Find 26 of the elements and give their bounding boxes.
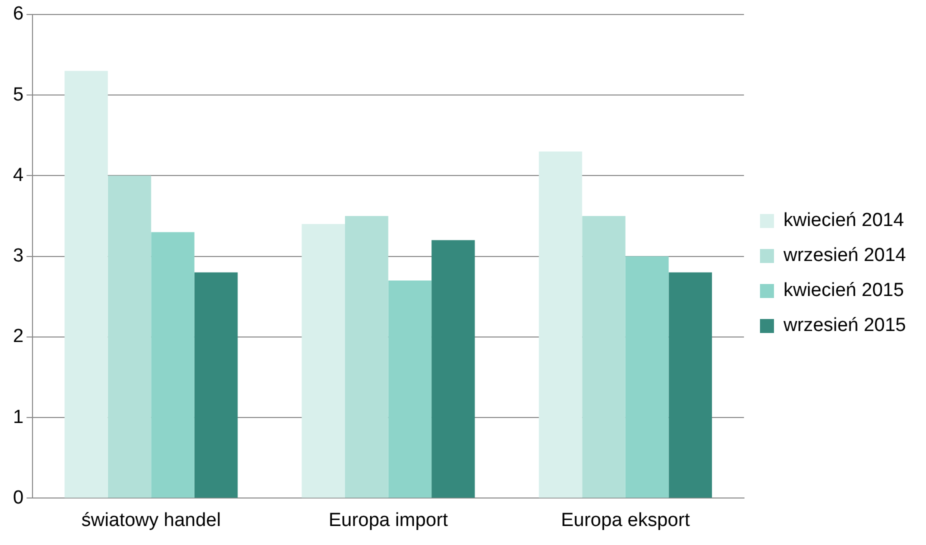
legend-label: wrzesień 2014 bbox=[782, 245, 906, 266]
bar bbox=[345, 216, 388, 498]
y-tick-label: 1 bbox=[12, 406, 24, 428]
x-tick-label: Europa eksport bbox=[560, 510, 691, 531]
bar bbox=[64, 70, 108, 498]
y-tick-label: 6 bbox=[12, 4, 24, 25]
bar bbox=[388, 280, 432, 498]
bar bbox=[625, 256, 669, 498]
x-tick-label: Europa import bbox=[328, 510, 449, 531]
bar bbox=[668, 272, 712, 498]
legend-label: kwiecień 2015 bbox=[783, 280, 904, 302]
bar bbox=[108, 176, 152, 498]
y-tick-label: 2 bbox=[12, 326, 24, 348]
y-tick-label: 3 bbox=[12, 246, 24, 267]
bar bbox=[151, 232, 194, 498]
bar bbox=[194, 272, 238, 498]
y-tick-label: 0 bbox=[12, 487, 24, 508]
legend-label: wrzesień 2015 bbox=[782, 315, 906, 336]
bar bbox=[432, 240, 475, 498]
y-tick-label: 4 bbox=[12, 164, 24, 186]
y-tick-label: 5 bbox=[12, 84, 24, 106]
legend-label: kwiecień 2014 bbox=[783, 210, 904, 232]
x-tick-label: światowy handel bbox=[81, 510, 221, 531]
bar bbox=[582, 216, 626, 498]
bar bbox=[302, 224, 345, 498]
bar bbox=[538, 151, 582, 498]
